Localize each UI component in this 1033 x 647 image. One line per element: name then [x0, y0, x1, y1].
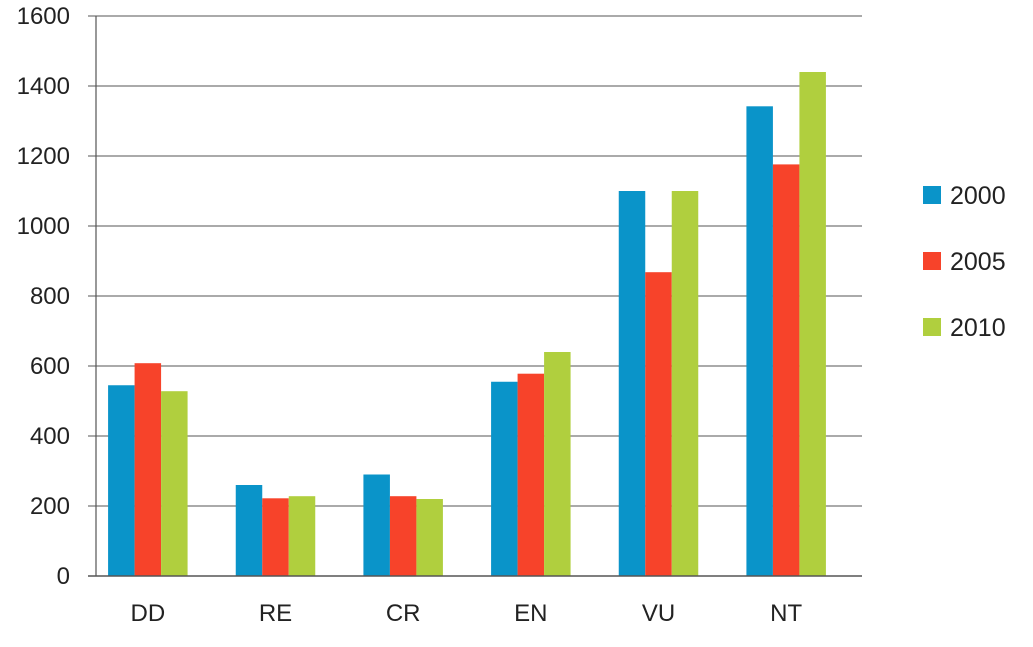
bar-cr-2005 — [389, 496, 417, 576]
legend-swatch-2005 — [923, 252, 941, 270]
legend-swatch-2000 — [923, 186, 941, 204]
bar-vu-2010 — [671, 191, 699, 576]
bar-cr-2000 — [363, 474, 390, 576]
legend: 2000 2005 2010 — [923, 182, 1006, 342]
bar-en-2010 — [544, 352, 571, 576]
x-tick-label-cr: CR — [386, 600, 421, 627]
bar-dd-2010 — [161, 391, 188, 576]
y-tick-label: 600 — [30, 353, 70, 380]
x-tick-label-vu: VU — [642, 600, 675, 627]
bars — [108, 72, 826, 577]
y-tick-label: 1600 — [17, 3, 70, 30]
y-tick-label: 1000 — [17, 213, 70, 240]
bar-vu-2005 — [645, 272, 672, 576]
x-tick-label-re: RE — [259, 600, 292, 627]
bar-re-2000 — [235, 485, 263, 576]
y-tick-label: 1200 — [17, 143, 70, 170]
y-tick-label: 200 — [30, 493, 70, 520]
bar-en-2005 — [517, 373, 545, 576]
bar-dd-2000 — [108, 385, 135, 576]
bar-re-2010 — [288, 496, 316, 576]
bar-en-2000 — [491, 381, 518, 576]
x-tick-label-dd: DD — [130, 600, 165, 627]
bar-nt-2000 — [746, 106, 773, 577]
x-tick-label-nt: NT — [770, 600, 802, 627]
legend-swatch-2010 — [923, 318, 941, 336]
y-tick-label: 0 — [57, 563, 70, 590]
legend-label-2005: 2005 — [950, 248, 1006, 276]
bar-cr-2010 — [416, 499, 443, 576]
y-tick-label: 1400 — [17, 73, 70, 100]
y-tick-label: 400 — [30, 423, 70, 450]
gridlines — [88, 15, 862, 507]
bar-nt-2005 — [772, 164, 800, 576]
y-tick-labels: 0 200 400 600 800 1000 1200 1400 1600 — [17, 3, 70, 590]
legend-label-2010: 2010 — [950, 314, 1006, 342]
bar-nt-2010 — [799, 72, 826, 576]
bar-dd-2005 — [134, 363, 162, 576]
x-tick-label-en: EN — [514, 600, 547, 627]
x-tick-labels: DD RE CR EN VU NT — [130, 600, 802, 627]
bar-re-2005 — [262, 498, 289, 576]
bar-vu-2000 — [618, 191, 646, 576]
legend-label-2000: 2000 — [950, 182, 1006, 210]
axes — [88, 16, 862, 577]
y-tick-label: 800 — [30, 283, 70, 310]
